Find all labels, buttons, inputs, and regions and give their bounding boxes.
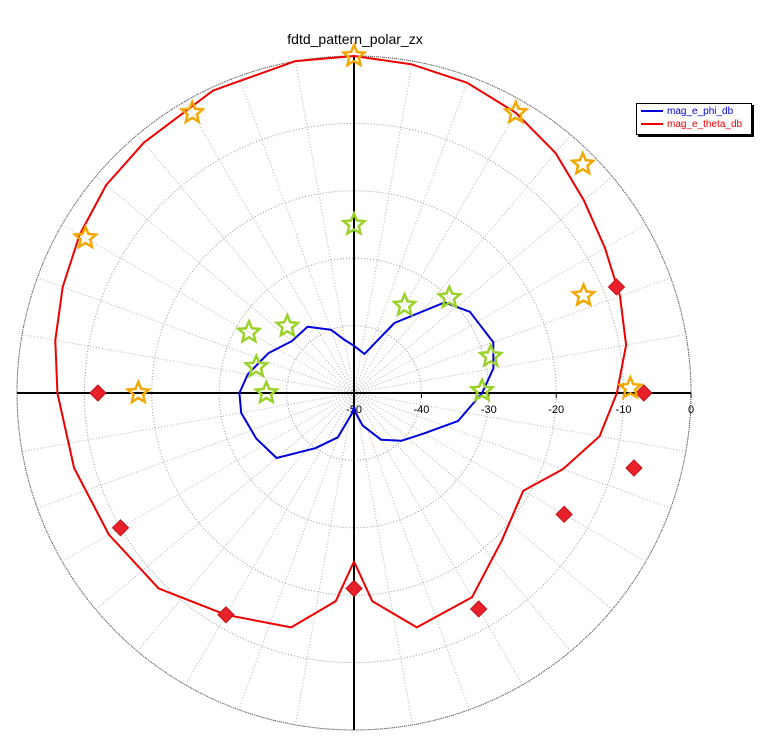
marker-red-diamond <box>345 579 363 598</box>
angular-gridline <box>61 392 355 562</box>
angular-gridline <box>353 100 523 394</box>
radial-tick-label: -20 <box>548 404 564 416</box>
radial-tick-label: -30 <box>481 404 497 416</box>
angular-gridline <box>353 61 414 394</box>
series-line-1 <box>54 55 628 629</box>
marker-gold-star <box>569 149 597 176</box>
angular-gridline <box>22 333 355 394</box>
angular-gridline <box>37 392 355 509</box>
angular-gridline <box>238 76 355 394</box>
legend-label-theta: mag_e_theta_db <box>667 119 743 130</box>
marker-green-star <box>468 376 496 403</box>
angular-gridline <box>61 224 355 394</box>
marker-red-diamond <box>635 384 653 402</box>
marker-red-diamond <box>111 519 130 537</box>
legend-swatch-phi <box>641 110 663 113</box>
angular-gridline <box>353 333 686 394</box>
marker-green-star <box>477 342 505 368</box>
angular-gridline <box>136 392 355 652</box>
legend-label-phi: mag_e_phi_db <box>667 106 734 117</box>
marker-red-diamond <box>625 459 643 477</box>
marker-gold-star <box>340 41 368 68</box>
marker-green-star <box>242 352 270 379</box>
angular-gridline <box>353 392 686 453</box>
angular-gridline <box>353 175 613 394</box>
angular-gridline <box>185 392 355 686</box>
angular-gridline <box>353 76 470 394</box>
angular-gridline <box>353 392 414 725</box>
radial-tick-label: -10 <box>616 404 632 416</box>
marker-green-star <box>435 283 463 310</box>
legend-item-theta: mag_e_theta_db <box>641 119 742 132</box>
angular-gridline <box>37 277 355 394</box>
marker-gold-star <box>570 281 598 308</box>
angular-gridline <box>22 392 355 453</box>
marker-green-star <box>340 210 368 236</box>
angular-gridline <box>353 392 647 562</box>
marker-red-diamond <box>469 600 488 618</box>
angular-gridline <box>353 134 572 394</box>
angular-gridline <box>294 392 355 725</box>
radial-tick-label: -40 <box>413 404 429 416</box>
marker-red-diamond <box>89 384 107 402</box>
angular-gridline <box>353 392 523 686</box>
marker-gold-star <box>616 373 644 400</box>
legend: mag_e_phi_db mag_e_theta_db <box>636 103 752 135</box>
angular-gridline <box>353 392 671 509</box>
legend-swatch-theta <box>641 123 663 126</box>
radial-tick-label: 0 <box>688 404 694 416</box>
angular-gridline <box>353 392 613 611</box>
marker-green-star <box>391 291 419 317</box>
marker-green-star <box>235 318 263 344</box>
chart-title: fdtd_pattern_polar_zx <box>287 31 423 47</box>
marker-red-diamond <box>217 606 235 624</box>
marker-gold-star <box>502 98 530 125</box>
marker-red-diamond <box>607 278 626 296</box>
legend-item-phi: mag_e_phi_db <box>641 106 733 119</box>
angular-gridline <box>353 224 647 394</box>
marker-gold-star <box>124 378 152 405</box>
angular-gridline <box>353 392 470 710</box>
angular-gridline <box>95 175 355 394</box>
angular-gridline <box>353 392 572 652</box>
angular-gridline <box>294 61 355 394</box>
angular-gridline <box>95 392 355 611</box>
marker-gold-star <box>71 223 100 250</box>
series-line-0 <box>238 301 495 459</box>
marker-green-star <box>273 312 301 338</box>
angular-gridline <box>185 100 355 394</box>
angular-gridline <box>238 392 355 710</box>
marker-gold-star <box>178 98 206 125</box>
marker-red-diamond <box>555 505 573 524</box>
marker-green-star <box>252 378 280 405</box>
angular-gridline <box>353 277 671 394</box>
angular-gridline <box>136 134 355 394</box>
